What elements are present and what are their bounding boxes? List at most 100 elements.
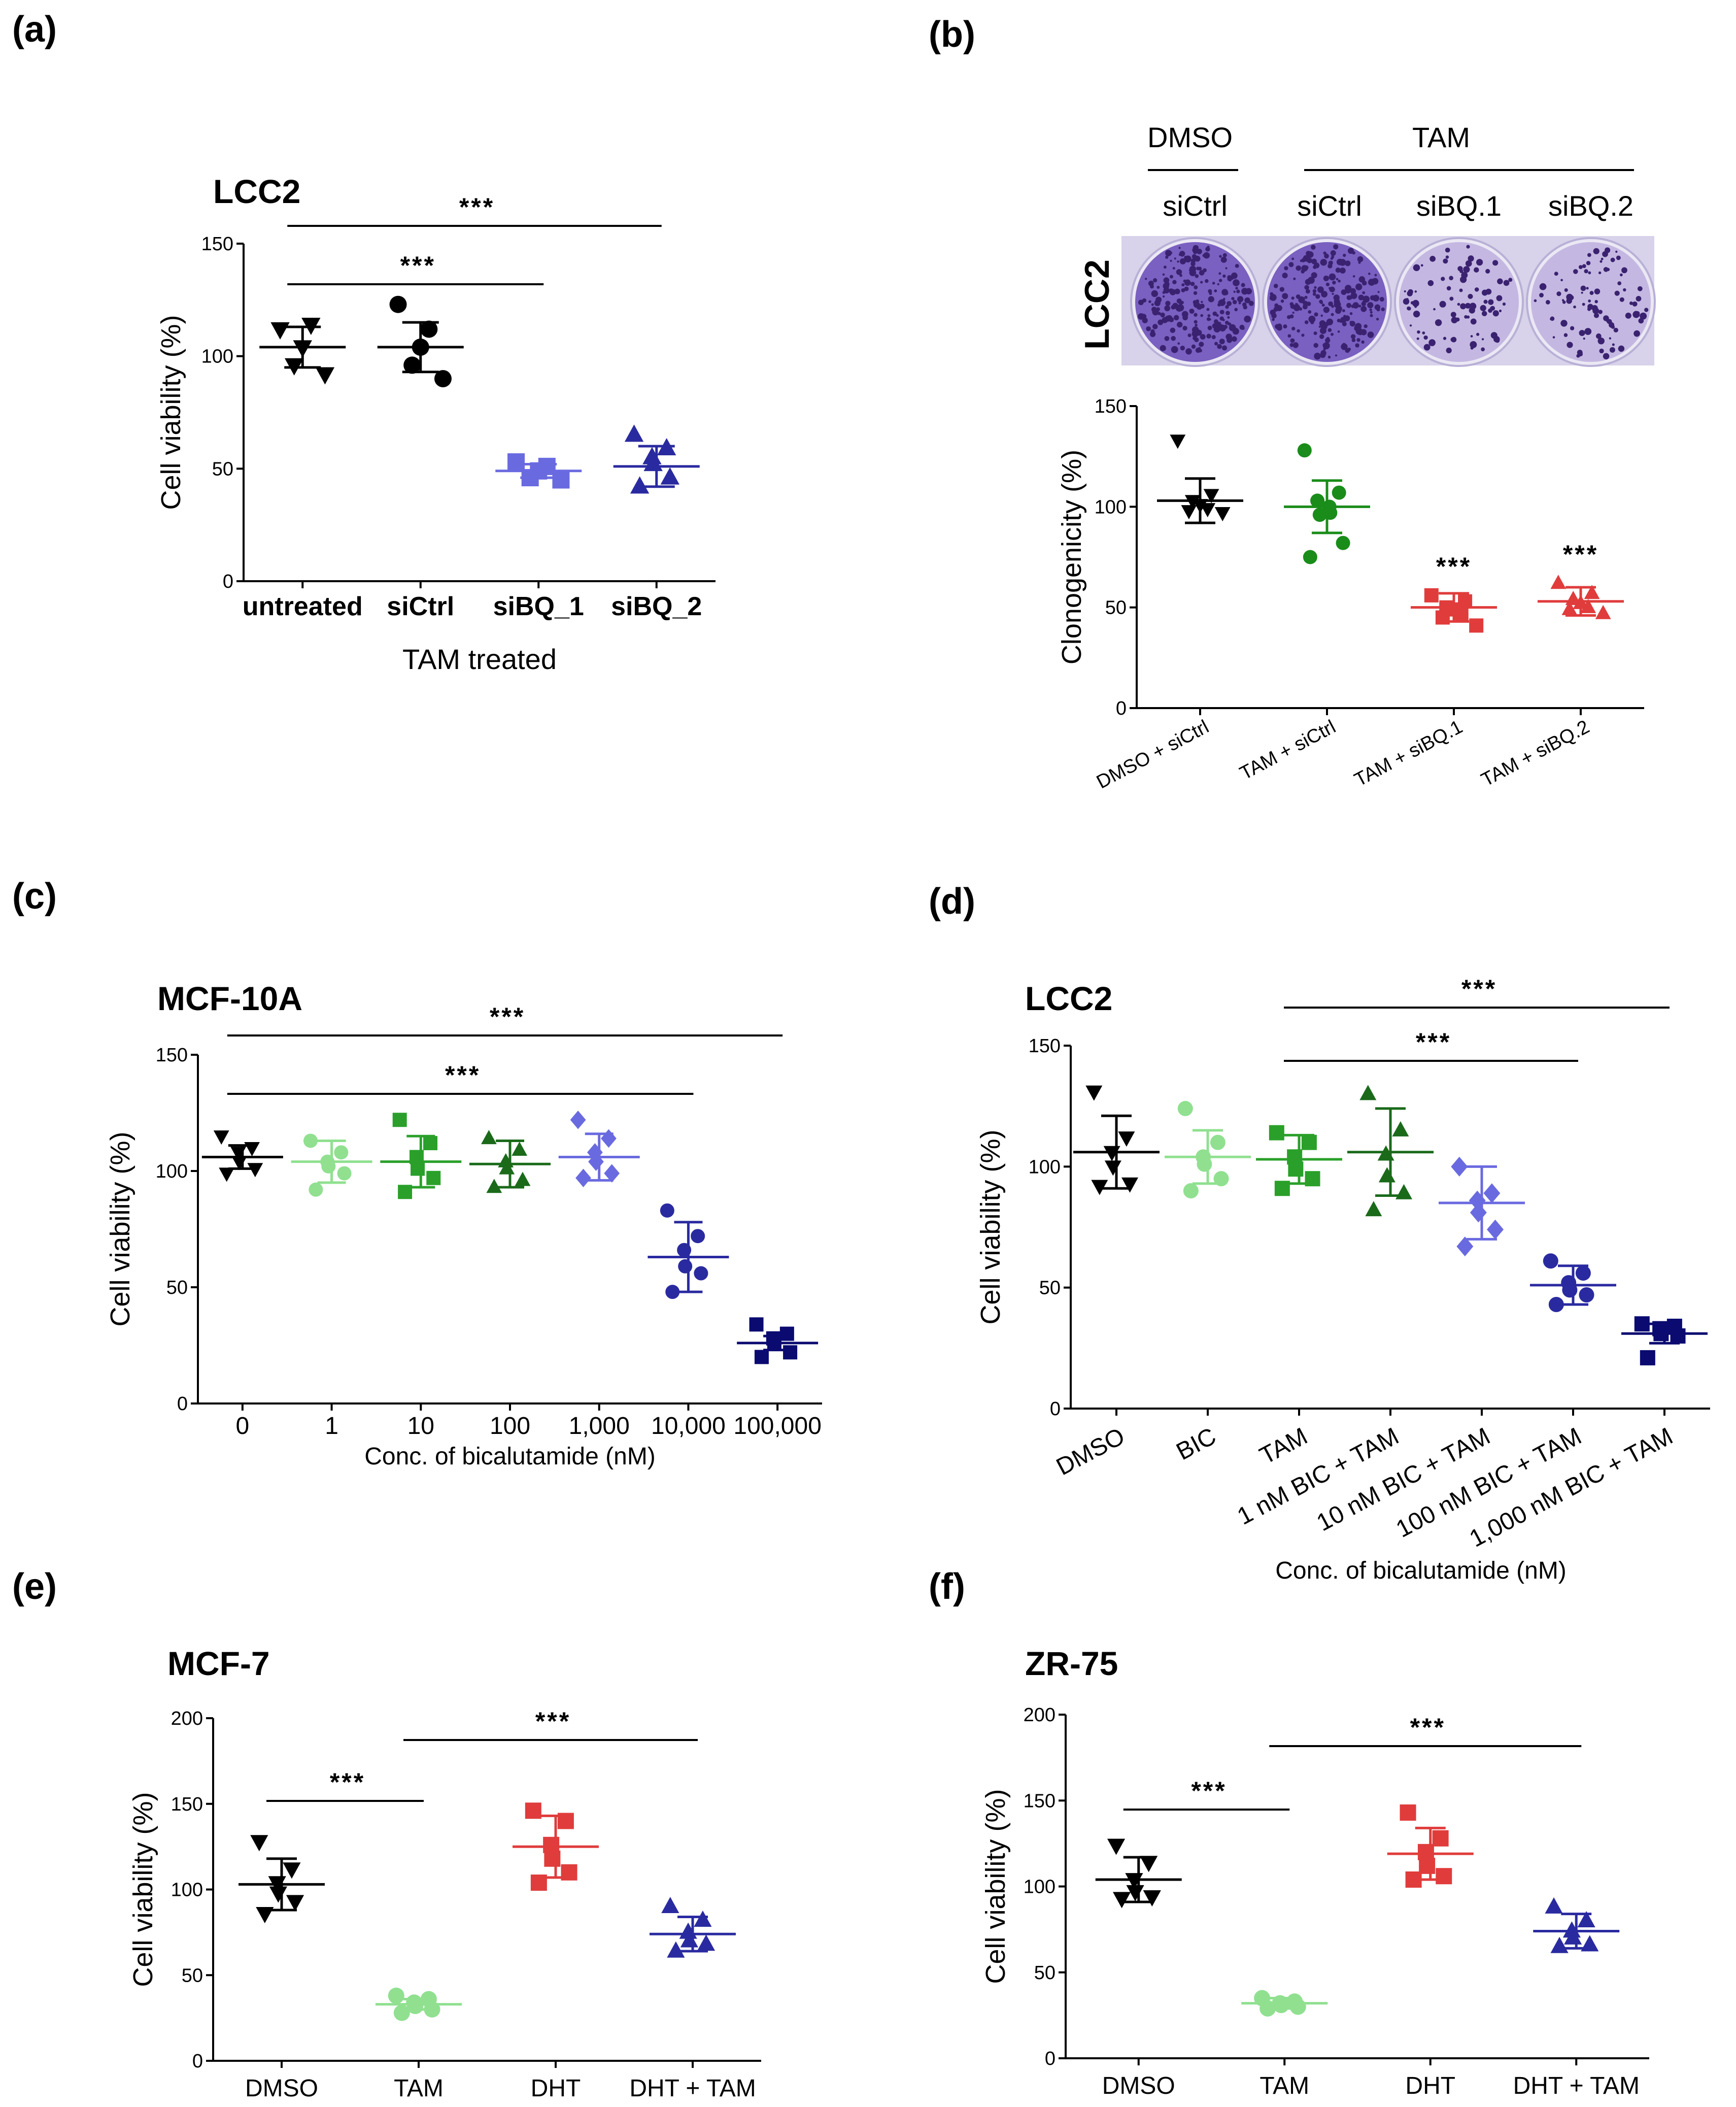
group-5 (1530, 1253, 1616, 1313)
group-4 (558, 1111, 640, 1187)
colony (1451, 337, 1457, 343)
colony (1583, 338, 1585, 340)
colony (1347, 248, 1354, 254)
colony (1476, 332, 1480, 336)
colony (1142, 314, 1145, 317)
colony (1209, 291, 1212, 295)
colony (1291, 296, 1295, 300)
data-point (1213, 1171, 1229, 1187)
colony (1319, 334, 1324, 339)
data-point (498, 1153, 514, 1167)
colony (1369, 308, 1372, 311)
colony (1341, 289, 1347, 295)
data-point (588, 1152, 604, 1171)
data-point (643, 454, 663, 472)
data-point (499, 1160, 515, 1175)
data-point (749, 1317, 764, 1332)
data-point (1419, 1857, 1436, 1874)
colony (1177, 321, 1183, 328)
colony (1361, 280, 1367, 286)
colony (1213, 327, 1217, 331)
data-point (1192, 499, 1208, 514)
x-tick-label: siBQ_1 (493, 592, 584, 621)
colony (1314, 286, 1317, 289)
colony (1290, 338, 1295, 343)
y-tick-label: 50 (182, 1965, 203, 1986)
colony (1222, 274, 1226, 278)
y-tick-label: 100 (1095, 496, 1127, 518)
colony (1196, 304, 1203, 310)
colony (1333, 251, 1336, 254)
y-tick-label: 50 (166, 1277, 188, 1298)
colony (1441, 277, 1445, 281)
colony (1248, 300, 1254, 306)
colony (1272, 318, 1275, 321)
x-tick-label: DMSO (245, 2075, 318, 2102)
colony (1206, 308, 1210, 311)
colony (1349, 321, 1355, 327)
data-point (1579, 1287, 1594, 1302)
data-point (334, 1145, 349, 1160)
chart-e: 0 50 100 150 200 Cell viability (%) DMSO TAM DHT… (128, 1707, 761, 2102)
colony (1301, 333, 1305, 337)
panel-c-title: MCF-10A (157, 980, 302, 1017)
colony (1207, 314, 1211, 317)
data-point (642, 447, 662, 464)
data-point (230, 1147, 246, 1161)
data-point (1210, 1134, 1226, 1150)
colony (1307, 277, 1315, 284)
data-point (552, 471, 570, 489)
colony (1288, 262, 1294, 267)
colony (1377, 291, 1380, 293)
panel-e-title: MCF-7 (167, 1645, 270, 1682)
colony (1194, 285, 1198, 290)
colony (1508, 278, 1513, 282)
colony (1227, 337, 1232, 343)
y-tick-label: 150 (171, 1794, 203, 1815)
colony (1609, 337, 1612, 340)
colony (1220, 256, 1227, 263)
colony (1336, 278, 1339, 281)
colony (1314, 352, 1321, 360)
colony (1293, 277, 1296, 280)
colony (1328, 301, 1334, 307)
y-tick-label: 0 (223, 571, 233, 592)
plate-group-label-tam: TAM (1412, 121, 1470, 153)
colony (1227, 316, 1230, 319)
data-point (1289, 1998, 1306, 2015)
y-axis-label: Clonogenicity (%) (1057, 450, 1087, 664)
data-point (783, 1345, 798, 1360)
group-4 (1439, 1156, 1525, 1257)
colony (1189, 265, 1197, 273)
colony (1246, 289, 1249, 293)
colony (1593, 313, 1599, 318)
significance-stars: *** (1416, 1028, 1451, 1056)
colony (1492, 260, 1499, 266)
plate-group-label-dmso: DMSO (1147, 121, 1233, 153)
data-point (1378, 1167, 1395, 1183)
colony (1273, 284, 1278, 288)
significance-stars: *** (490, 1002, 525, 1031)
colony (1232, 299, 1237, 305)
data-point (1177, 1100, 1193, 1116)
chart-b: 0 50 100 150 Clonogenicity (%) DMSO + siCtrl T… (1057, 396, 1644, 793)
colony (1225, 267, 1228, 270)
data-point (337, 1166, 352, 1181)
colony (1580, 285, 1586, 291)
data-point (1121, 1177, 1139, 1193)
panel-a-title: LCC2 (213, 173, 300, 210)
colony (1160, 345, 1166, 351)
data-point (1550, 1936, 1569, 1953)
colony (1222, 253, 1227, 257)
data-point (231, 1156, 248, 1170)
x-tick-label: 100 (490, 1413, 530, 1440)
data-point (507, 453, 525, 471)
colony (1169, 275, 1173, 279)
colony (1235, 263, 1239, 268)
x-tick-label: DHT + TAM (1513, 2072, 1640, 2099)
data-point (1310, 493, 1325, 508)
data-point (1336, 536, 1350, 550)
colony (1191, 344, 1196, 349)
colony (1350, 288, 1356, 294)
colony (1179, 274, 1182, 277)
